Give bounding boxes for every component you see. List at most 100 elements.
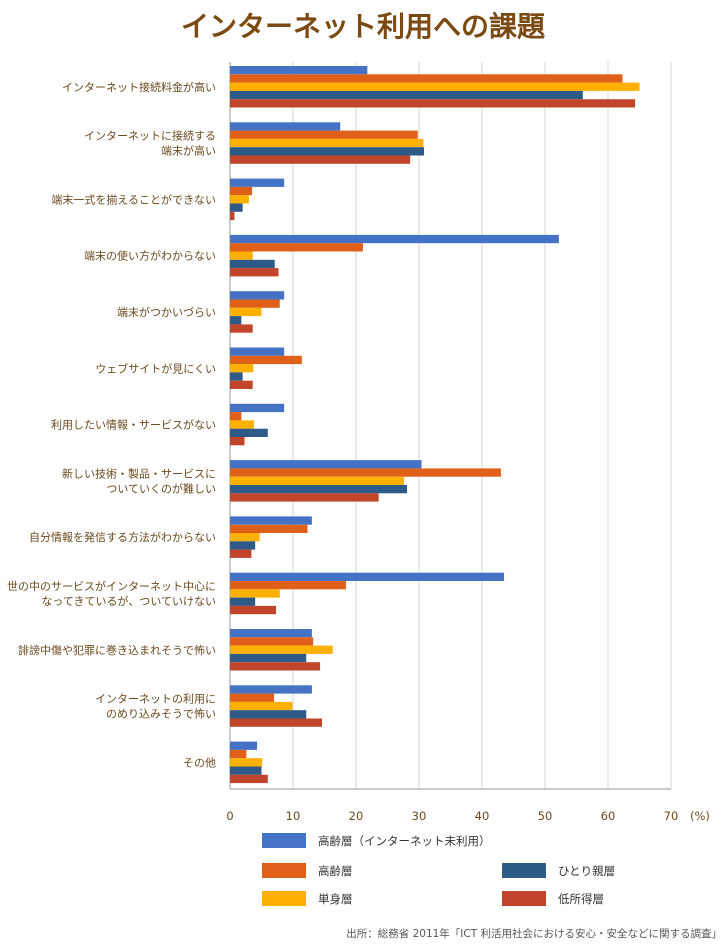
bar xyxy=(230,662,321,671)
category-label: 誹謗中傷や犯罪に巻き込まれそうで怖い xyxy=(18,643,216,657)
x-tick-label: 0 xyxy=(226,809,233,823)
bar xyxy=(230,147,425,156)
bar xyxy=(230,299,280,308)
bar xyxy=(230,549,252,558)
bar xyxy=(230,645,333,654)
bar xyxy=(230,122,341,131)
legend-label: 高齢層 xyxy=(318,864,353,878)
bar xyxy=(230,82,640,91)
chart-title: インターネット利用への課題 xyxy=(181,10,546,43)
category-label: 端末がつかいづらい xyxy=(117,305,216,319)
bar xyxy=(230,629,312,638)
legend-label: ひとり親層 xyxy=(558,864,615,878)
x-tick-label: 70 xyxy=(664,809,679,823)
bar xyxy=(230,307,262,317)
bar xyxy=(230,685,312,694)
grid xyxy=(229,62,672,790)
legend-label: 低所得層 xyxy=(558,892,604,906)
legend-swatch xyxy=(502,863,546,878)
bar xyxy=(230,774,268,784)
bar xyxy=(230,493,379,502)
bar xyxy=(230,766,262,775)
bar xyxy=(230,74,623,83)
x-tick-label: 60 xyxy=(601,809,616,823)
unit-label: (%) xyxy=(690,809,710,823)
bar xyxy=(230,653,307,663)
bar xyxy=(230,533,260,542)
category-label: インターネットに接続する端末が高い xyxy=(84,129,216,158)
bar xyxy=(230,589,280,598)
category-label: 端末一式を揃えることができない xyxy=(51,192,216,206)
bars xyxy=(230,66,640,784)
bar xyxy=(230,195,249,204)
bar xyxy=(230,99,636,108)
bar xyxy=(230,380,253,389)
legend-swatch xyxy=(502,891,546,906)
category-labels: インターネット接続料金が高いインターネットに接続する端末が高い端末一式を揃えるこ… xyxy=(7,80,216,770)
bar xyxy=(230,355,302,365)
bar xyxy=(230,749,247,759)
category-label: 新しい技術・製品・サービスについていくのが難しい xyxy=(62,466,216,495)
legend-swatch xyxy=(262,863,306,878)
legend-swatch xyxy=(262,833,306,848)
bar xyxy=(230,347,285,356)
x-tick-label: 40 xyxy=(475,809,490,823)
bar xyxy=(230,259,275,269)
bar xyxy=(230,420,254,429)
category-label: その他 xyxy=(183,756,216,769)
source-note: 出所：総務省 2011年「ICT 利活用社会における安心・安全などに関する調査」 xyxy=(346,927,722,940)
bar xyxy=(230,572,505,581)
bar xyxy=(230,90,583,100)
category-label: 端末の使い方がわからない xyxy=(84,249,216,263)
bar xyxy=(230,460,422,469)
bar xyxy=(230,758,263,767)
category-label: 利用したい情報・サービスがない xyxy=(51,418,216,432)
bar xyxy=(230,291,285,300)
bar xyxy=(230,710,307,719)
bar xyxy=(230,251,253,260)
bar xyxy=(230,211,235,221)
bar xyxy=(230,485,408,494)
bar xyxy=(230,372,243,381)
legend-swatch xyxy=(262,891,306,906)
bar xyxy=(230,701,293,711)
bar xyxy=(230,428,268,437)
category-label: ウェブサイトが見にくい xyxy=(95,361,216,375)
bar xyxy=(230,203,243,212)
bar xyxy=(230,693,275,702)
bar xyxy=(230,178,285,187)
bar xyxy=(230,268,279,277)
x-tick-label: 20 xyxy=(349,809,364,823)
bar xyxy=(230,243,363,252)
bar xyxy=(230,316,242,325)
x-tick-label: 50 xyxy=(538,809,553,823)
x-tick-label: 30 xyxy=(412,809,427,823)
bar xyxy=(230,637,314,646)
x-axis-ticks: 0 10 20 30 40 50 60 70 xyxy=(226,809,678,823)
bar xyxy=(230,155,411,164)
bar xyxy=(230,186,253,196)
category-label: インターネットの利用にのめり込みそうで怖い xyxy=(95,693,216,721)
legend-label: 高齢層（インターネット未利用） xyxy=(318,834,491,848)
bar xyxy=(230,741,258,750)
bar xyxy=(230,468,501,477)
bar xyxy=(230,437,245,446)
bar xyxy=(230,524,308,533)
bar xyxy=(230,324,253,333)
bar xyxy=(230,597,256,606)
bar xyxy=(230,581,346,590)
x-tick-label: 10 xyxy=(286,809,301,823)
category-label: 世の中のサービスがインターネット中心になってきているが、ついていけない xyxy=(7,579,216,608)
bar xyxy=(230,412,242,421)
bar xyxy=(230,541,256,550)
bar xyxy=(230,718,322,727)
bar xyxy=(230,138,424,148)
bar xyxy=(230,403,285,413)
legend-label: 単身層 xyxy=(318,892,353,906)
category-label: 自分情報を発信する方法がわからない xyxy=(29,530,216,544)
bar xyxy=(230,605,276,615)
category-label: インターネット接続料金が高い xyxy=(62,80,216,94)
bar xyxy=(230,130,418,139)
